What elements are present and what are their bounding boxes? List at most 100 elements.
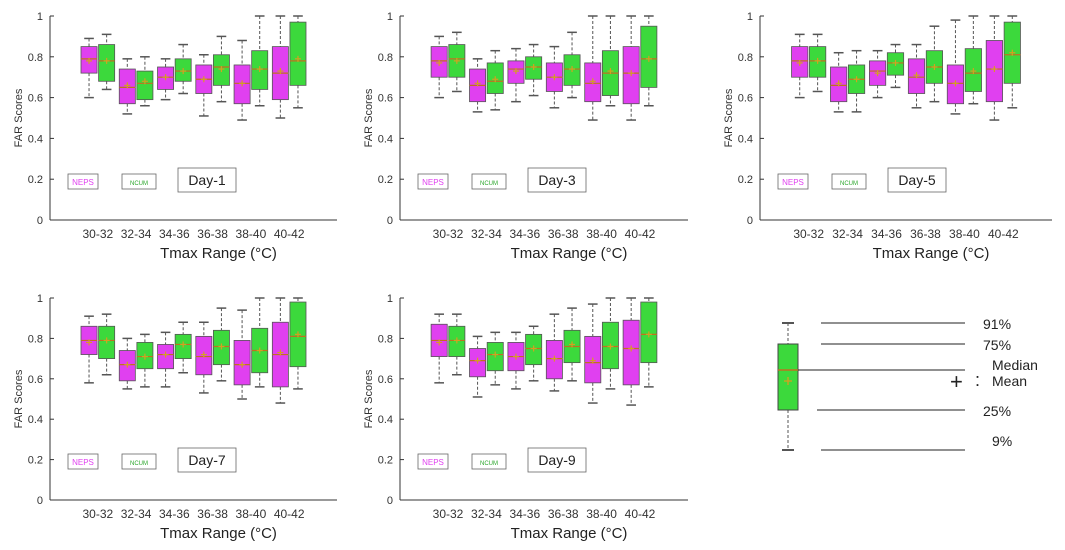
box-neps-4: [545, 45, 563, 109]
day-label-box: [887, 167, 947, 193]
box-neps-6: [985, 15, 1003, 121]
box-neps-4: [545, 313, 563, 392]
key-label-median: Median: [992, 357, 1038, 373]
box-neps-5: [584, 303, 602, 404]
day-label: Day-1: [188, 172, 226, 188]
x-tick-label: 32-34: [832, 227, 863, 241]
box-neps-5: [584, 15, 602, 121]
legend-box-neps: [67, 453, 99, 470]
box-ncum-2: [486, 331, 504, 386]
box-ncum-3: [886, 43, 905, 89]
day-label-box: [177, 447, 237, 473]
legend-label-ncum: NCUM: [130, 181, 148, 187]
y-axis-label: FAR Scores: [363, 369, 375, 428]
legend-box-neps: [417, 173, 449, 190]
box-ncum-1: [809, 33, 827, 93]
y-tick-label: 1: [387, 11, 393, 23]
box-ncum-2: [136, 56, 154, 107]
box-neps-5: [946, 19, 965, 115]
box-neps-1: [791, 33, 809, 99]
y-tick-label: 0.6: [738, 93, 753, 105]
box-body: [289, 21, 307, 86]
y-tick-label: 0.8: [28, 333, 43, 345]
box-ncum-6: [1003, 15, 1021, 109]
x-tick-label: 34-36: [159, 507, 190, 521]
chart-panel-1: 0 0.2 0.4 0.6 0.8 1 FAR Scores 30-32 32-34 34-36 3…: [13, 11, 337, 262]
x-tick-label: 30-32: [433, 227, 464, 241]
box-neps-5: [233, 309, 251, 400]
box-neps-5: [233, 39, 251, 121]
box-ncum-4: [212, 307, 230, 382]
box-neps-4: [907, 43, 926, 109]
box-neps-1: [80, 315, 98, 384]
x-tick-label: 38-40: [586, 227, 617, 241]
x-tick-label: 36-38: [910, 227, 941, 241]
x-tick-label: 34-36: [509, 507, 540, 521]
box-ncum-4: [563, 307, 581, 382]
y-tick-label: 0: [37, 215, 43, 227]
legend-box-ncum: [831, 173, 867, 190]
y-tick-label: 0.4: [28, 133, 43, 145]
box-ncum-1: [98, 313, 116, 376]
x-tick-label: 34-36: [159, 227, 190, 241]
box-neps-1: [430, 313, 448, 384]
x-tick-label: 40-42: [274, 507, 305, 521]
box-ncum-2: [486, 49, 504, 111]
box-ncum-6: [640, 15, 658, 107]
x-tick-label: 38-40: [949, 227, 980, 241]
box-neps-3: [157, 58, 175, 101]
panel-legend: NEPS NCUM Day-7: [67, 447, 237, 473]
legend-label-ncum: NCUM: [480, 181, 498, 187]
box-neps-2: [118, 58, 136, 115]
box-ncum-1: [448, 313, 466, 376]
legend-box-neps: [777, 173, 809, 190]
legend-label-ncum: NCUM: [130, 461, 148, 467]
y-tick-label: 0.6: [378, 374, 393, 386]
x-axis-label: Tmax Range (°C): [873, 245, 990, 262]
x-tick-label: 36-38: [548, 507, 579, 521]
x-tick-label: 40-42: [625, 507, 656, 521]
legend-box-ncum: [121, 453, 157, 470]
legend-label-neps: NEPS: [422, 458, 444, 467]
box-neps-4: [195, 54, 213, 117]
x-tick-label: 30-32: [433, 507, 464, 521]
legend-box-ncum: [471, 453, 507, 470]
y-tick-label: 1: [37, 293, 43, 305]
day-label: Day-9: [538, 452, 576, 468]
box-ncum-6: [289, 297, 307, 390]
box-neps-3: [869, 49, 887, 99]
day-label: Day-5: [898, 172, 936, 188]
y-tick-label: 0.6: [378, 93, 393, 105]
x-tick-label: 38-40: [586, 507, 617, 521]
box-body: [622, 319, 640, 386]
legend-box-neps: [67, 173, 99, 190]
y-tick-label: 0.8: [378, 333, 393, 345]
box-ncum-5: [964, 15, 982, 105]
y-tick-label: 0.2: [378, 174, 393, 186]
box-ncum-1: [98, 33, 116, 91]
key-label-mean: Mean: [992, 373, 1027, 389]
x-tick-label: 34-36: [871, 227, 902, 241]
x-axis-label: Tmax Range (°C): [511, 245, 628, 262]
day-label: Day-7: [188, 452, 226, 468]
x-tick-label: 36-38: [197, 227, 228, 241]
x-tick-label: 40-42: [988, 227, 1019, 241]
y-tick-label: 0.4: [378, 414, 393, 426]
box-ncum-5: [601, 15, 619, 107]
x-tick-label: 30-32: [82, 507, 113, 521]
key-colon: :: [975, 370, 980, 390]
x-tick-label: 38-40: [236, 507, 267, 521]
box-neps-3: [157, 331, 175, 388]
x-tick-label: 40-42: [625, 227, 656, 241]
y-tick-label: 0: [387, 215, 393, 227]
box-ncum-3: [174, 321, 192, 374]
box-body: [136, 70, 154, 101]
legend-box-neps: [417, 453, 449, 470]
box-neps-6: [271, 297, 289, 404]
x-tick-label: 32-34: [121, 507, 152, 521]
panel-legend: NEPS NCUM Day-5: [777, 167, 947, 193]
y-axis-label: FAR Scores: [363, 88, 375, 147]
box-ncum-3: [525, 325, 543, 382]
x-axis-label: Tmax Range (°C): [511, 525, 628, 542]
